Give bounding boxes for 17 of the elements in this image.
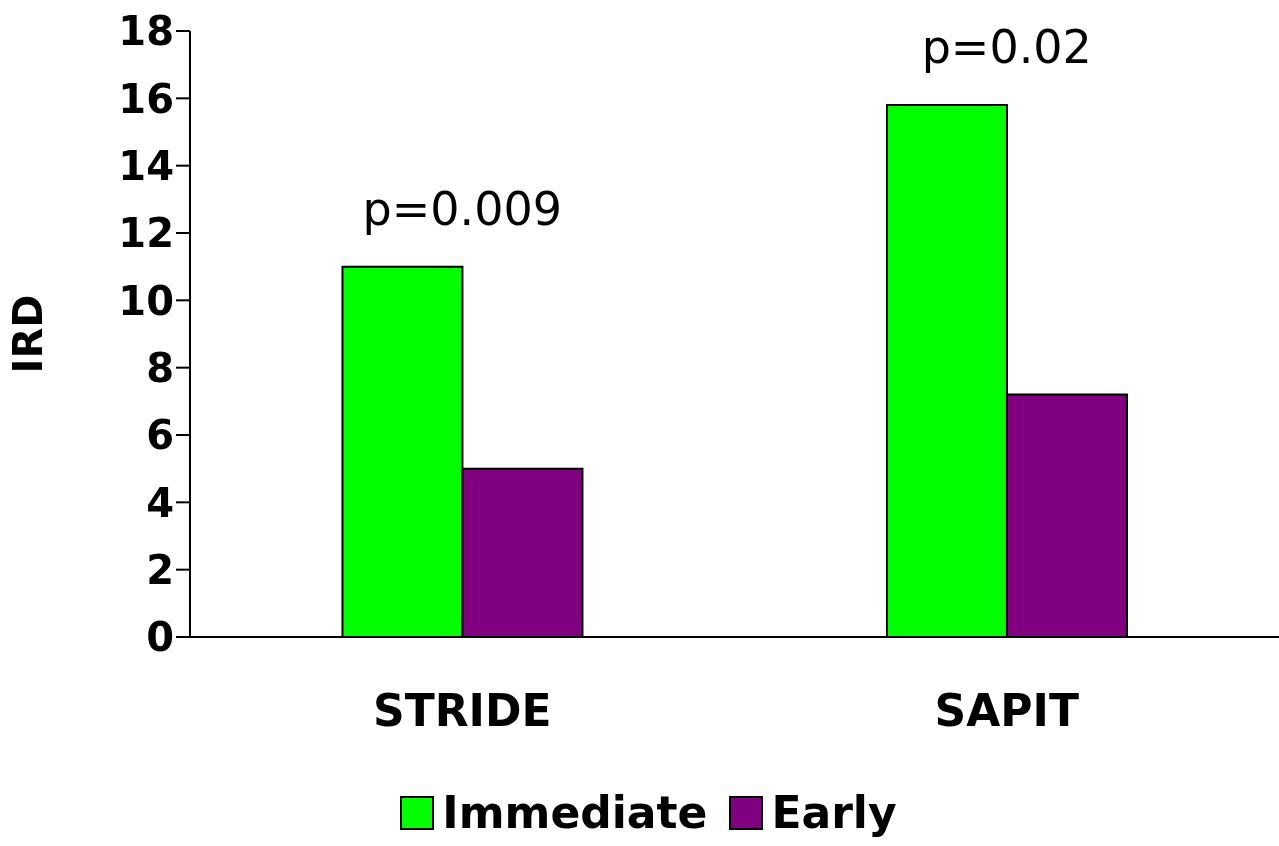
y-tick-label: 14 (118, 142, 174, 189)
y-tick-label: 10 (118, 277, 174, 324)
y-tick-label: 12 (118, 210, 174, 257)
y-tick-label: 18 (118, 8, 174, 55)
y-tick-label: 2 (146, 546, 174, 593)
legend-label: Early (770, 787, 897, 838)
x-tick-label: STRIDE (372, 685, 552, 737)
x-tick-label: SAPIT (934, 685, 1079, 737)
y-axis-title: IRD (5, 294, 52, 374)
y-tick-label: 0 (146, 614, 174, 661)
annotation: p=0.009 (362, 181, 562, 236)
y-tick-label: 16 (118, 75, 174, 122)
y-tick-label: 6 (146, 412, 174, 459)
y-tick-label: 4 (146, 479, 174, 526)
legend-label: Immediate (441, 787, 708, 838)
y-tick-label: 8 (146, 344, 174, 391)
annotation: p=0.02 (921, 20, 1092, 75)
